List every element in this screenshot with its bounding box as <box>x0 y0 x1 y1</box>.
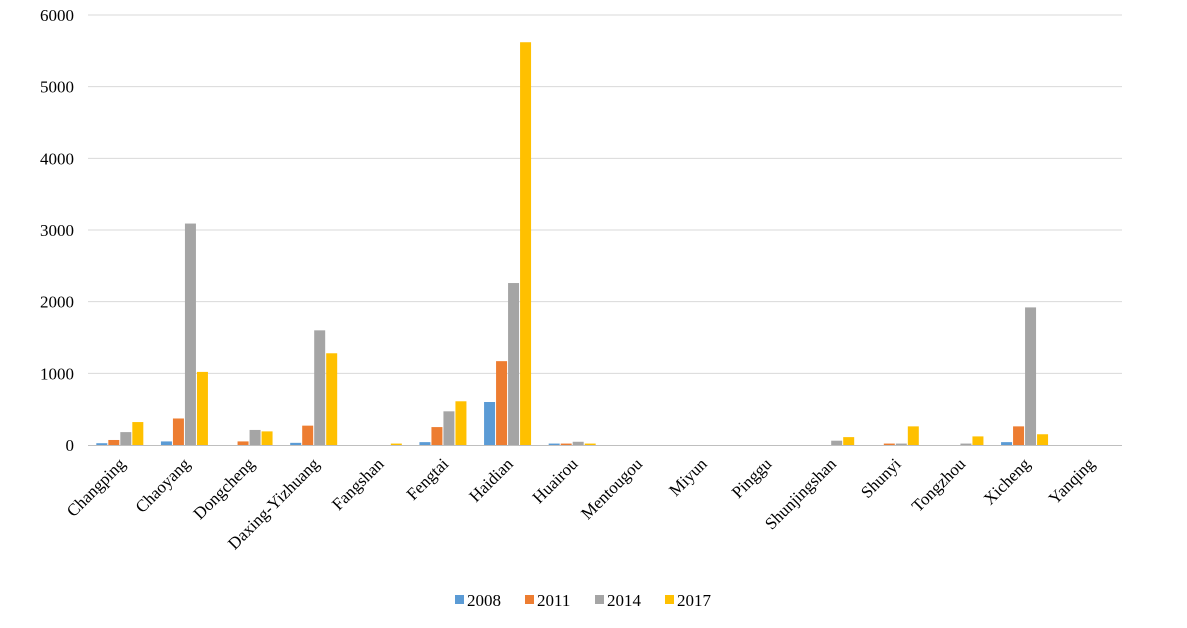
bar-2008-chaoyang <box>160 441 172 445</box>
bar-2008-xicheng <box>1001 442 1013 445</box>
x-category-label: Pinggu <box>728 454 776 502</box>
bar-2011-haidian <box>496 361 508 445</box>
bar-2008-fengtai <box>419 442 431 445</box>
bar-2014-chaoyang <box>184 223 196 445</box>
bar-2014-changping <box>120 432 132 445</box>
bar-2014-daxing-yizhuang <box>314 330 326 445</box>
bars <box>96 42 1049 445</box>
x-axis-category-labels: Changping ChaoyangDongchengDaxing-Yizhuan… <box>63 454 1099 553</box>
bar-2014-huairou <box>572 441 584 445</box>
x-category-label: Changping <box>63 454 130 521</box>
legend-label: 2014 <box>607 591 642 610</box>
bar-2014-dongcheng <box>249 429 261 445</box>
bar-2011-shunyi <box>883 443 895 445</box>
bar-2017-shunjingshan <box>843 437 855 445</box>
bar-2017-changping <box>132 422 144 445</box>
y-tick-label: 3000 <box>40 221 74 240</box>
bar-2008-haidian <box>484 402 496 445</box>
bar-2017-daxing-yizhuang <box>326 353 338 445</box>
y-tick-label: 0 <box>66 436 75 455</box>
x-category-label: Dongcheng <box>190 454 259 523</box>
bar-2017-haidian <box>520 42 532 445</box>
legend: 2008 2011 2014 2017 <box>455 591 712 610</box>
x-category-label: Yanqing <box>1045 454 1099 508</box>
legend-label: 2008 <box>467 591 501 610</box>
bar-2011-fengtai <box>431 427 443 445</box>
bar-2014-shunyi <box>895 443 907 445</box>
bar-2017-shunyi <box>907 426 919 445</box>
x-category-label: Fangshan <box>328 454 388 514</box>
bar-2011-dongcheng <box>237 441 249 445</box>
bar-2017-xicheng <box>1037 434 1049 445</box>
legend-swatch-2014 <box>595 595 604 604</box>
legend-swatch-2008 <box>455 595 464 604</box>
bar-2014-xicheng <box>1025 307 1037 445</box>
bar-2014-fengtai <box>443 411 455 445</box>
bar-2017-huairou <box>584 443 596 445</box>
bar-2008-changping <box>96 443 108 445</box>
x-category-label: Mentougou <box>577 454 646 523</box>
x-category-label: Huairou <box>529 454 582 507</box>
bar-2017-chaoyang <box>196 371 208 445</box>
legend-swatch-2011 <box>525 595 534 604</box>
x-category-label: Miyun <box>665 454 711 500</box>
x-category-label: Xicheng <box>980 454 1035 509</box>
y-tick-label: 6000 <box>40 6 74 25</box>
bar-2011-changping <box>108 439 120 445</box>
bar-2011-huairou <box>560 443 572 445</box>
y-tick-label: 4000 <box>40 149 74 168</box>
bar-2011-daxing-yizhuang <box>302 425 314 445</box>
bar-2017-dongcheng <box>261 431 273 445</box>
legend-label: 2011 <box>537 591 570 610</box>
legend-label: 2017 <box>677 591 712 610</box>
x-category-label: Haidian <box>465 454 517 506</box>
bar-2014-tongzhou <box>960 443 972 445</box>
x-category-label: Fengtai <box>403 454 453 504</box>
legend-swatch-2017 <box>665 595 674 604</box>
bar-2014-shunjingshan <box>831 440 843 445</box>
y-tick-label: 2000 <box>40 293 74 312</box>
x-category-label: Chaoyang <box>132 454 195 517</box>
bar-2014-haidian <box>508 283 520 445</box>
gridlines <box>88 14 1122 374</box>
bar-2008-daxing-yizhuang <box>290 442 302 445</box>
y-tick-label: 5000 <box>40 78 74 97</box>
bar-2017-fangshan <box>390 443 402 445</box>
bar-2017-fengtai <box>455 401 467 445</box>
bar-2008-huairou <box>548 443 560 445</box>
bar-2017-tongzhou <box>972 436 984 445</box>
bar-2011-xicheng <box>1013 426 1025 445</box>
x-category-label: Tongzhou <box>908 454 970 516</box>
y-tick-label: 1000 <box>40 364 74 383</box>
bar-2011-chaoyang <box>172 418 184 445</box>
x-category-label: Shunyi <box>857 454 905 502</box>
y-axis-tick-labels: 0 1000 2000 3000 4000 5000 6000 <box>40 6 74 455</box>
